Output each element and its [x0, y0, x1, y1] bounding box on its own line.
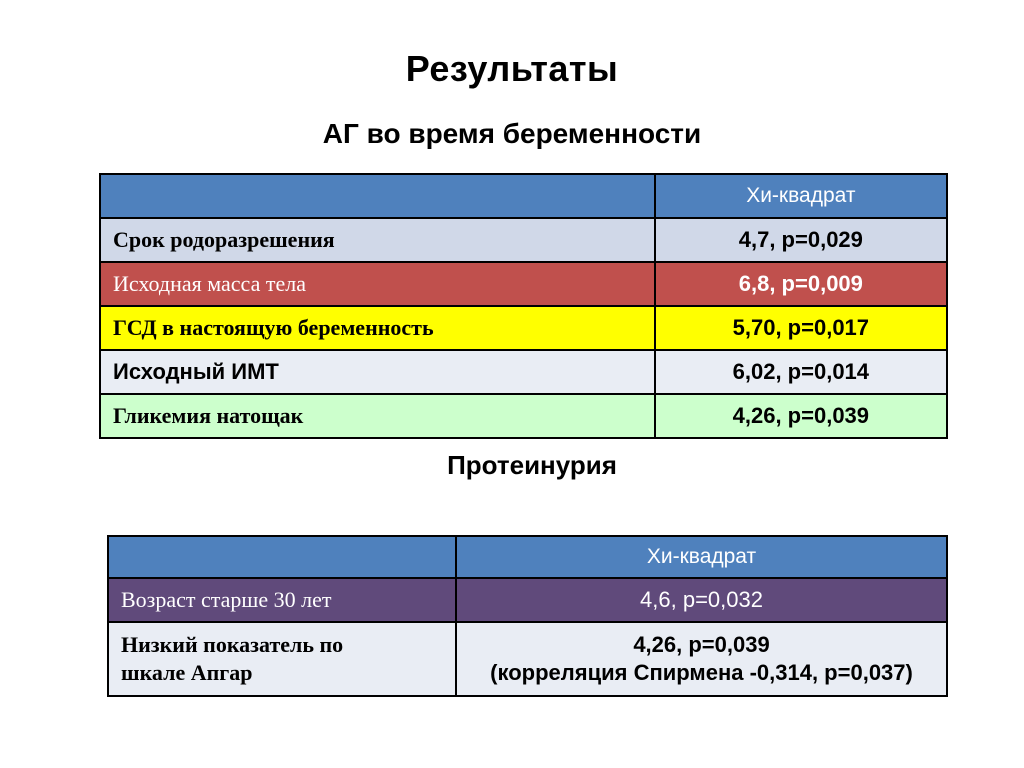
table-row: Срок родоразрешения 4,7, p=0,029 [99, 217, 949, 263]
row-label: Исходная масса тела [99, 261, 656, 307]
header-cell-chi-square: Хи-квадрат [653, 173, 949, 219]
row-value: 4,26, p=0,039 [653, 393, 949, 439]
section-title-proteinuria: Протеинурия [447, 450, 617, 480]
row-label: Срок родоразрешения [99, 217, 656, 263]
row-value: 6,02, p=0,014 [653, 349, 949, 395]
table-header-row: Хи-квадрат [99, 173, 949, 219]
header-cell-empty [99, 173, 656, 219]
table-row: Исходный ИМТ 6,02, p=0,014 [99, 349, 949, 395]
row-label: Низкий показатель по шкале Апгар [106, 621, 458, 697]
row-label: Гликемия натощак [99, 393, 656, 439]
row-label-line1: Низкий показатель по [121, 632, 344, 657]
row-value: 4,7, p=0,029 [653, 217, 949, 263]
row-label-line2: шкале Апгар [121, 660, 253, 685]
table-header-row: Хи-квадрат [106, 535, 948, 579]
row-value: 4,6, p=0,032 [455, 577, 948, 623]
table-row: Гликемия натощак 4,26, p=0,039 [99, 393, 949, 439]
row-label: Исходный ИМТ [99, 349, 656, 395]
table-row: Низкий показатель по шкале Апгар 4,26, p… [106, 621, 948, 697]
header-cell-empty [106, 535, 458, 579]
slide-subtitle: АГ во время беременности [322, 118, 702, 149]
row-value: 5,70, p=0,017 [653, 305, 949, 351]
results-table-proteinuria: Хи-квадрат Возраст старше 30 лет 4,6, p=… [106, 535, 948, 697]
slide-title: Результаты [405, 48, 619, 89]
row-value: 4,26, p=0,039 (корреляция Спирмена -0,31… [455, 621, 948, 697]
table-row: Исходная масса тела 6,8, p=0,009 [99, 261, 949, 307]
row-value-line2: (корреляция Спирмена -0,314, p=0,037) [490, 660, 913, 685]
row-value: 6,8, p=0,009 [653, 261, 949, 307]
header-cell-chi-square: Хи-квадрат [455, 535, 948, 579]
results-table-hypertension: Хи-квадрат Срок родоразрешения 4,7, p=0,… [99, 173, 949, 439]
row-value-line1: 4,26, p=0,039 [633, 632, 770, 657]
row-label: Возраст старше 30 лет [106, 577, 458, 623]
table-row: ГСД в настоящую беременность 5,70, p=0,0… [99, 305, 949, 351]
table-row: Возраст старше 30 лет 4,6, p=0,032 [106, 577, 948, 623]
row-label: ГСД в настоящую беременность [99, 305, 656, 351]
